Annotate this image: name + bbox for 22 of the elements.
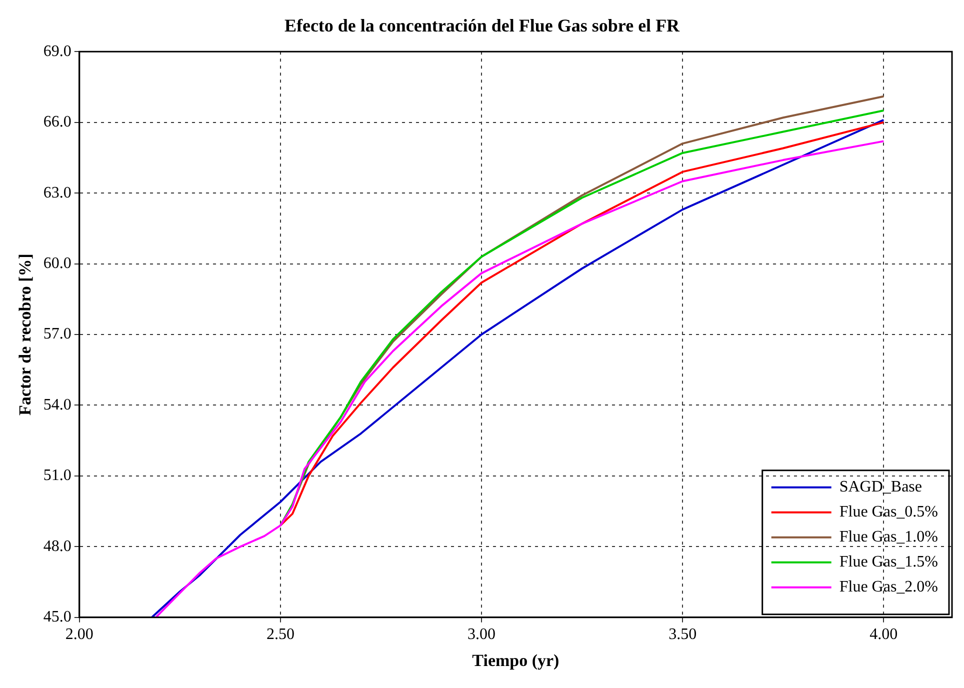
x-tick-label: 3.50 — [668, 626, 697, 644]
legend-label: Flue Gas_2.0% — [839, 578, 938, 596]
y-tick-label: 69.0 — [43, 42, 72, 60]
y-tick-label: 57.0 — [43, 326, 72, 343]
x-axis-title: Tiempo (yr) — [472, 651, 560, 670]
chart-title: Efecto de la concentración del Flue Gas sobre el FR — [284, 15, 681, 36]
y-tick-label: 45.0 — [43, 608, 72, 626]
legend-label: SAGD_Base — [839, 478, 922, 496]
x-tick-label: 2.50 — [266, 626, 294, 644]
legend-label: Flue Gas_1.0% — [839, 528, 938, 546]
y-tick-label: 60.0 — [43, 254, 72, 272]
y-axis-title: Factor de recobro [%] — [16, 254, 35, 416]
x-tick-label: 2.00 — [65, 626, 94, 644]
y-tick-label: 54.0 — [43, 396, 72, 414]
y-tick-label: 63.0 — [43, 184, 72, 202]
y-tick-label: 66.0 — [43, 114, 72, 131]
legend-label: Flue Gas_0.5% — [839, 504, 938, 521]
y-tick-label: 51.0 — [43, 467, 72, 484]
x-tick-label: 4.00 — [870, 626, 898, 644]
legend-label: Flue Gas_1.5% — [839, 554, 938, 571]
y-tick-label: 48.0 — [43, 538, 72, 555]
x-tick-label: 3.00 — [468, 626, 496, 644]
